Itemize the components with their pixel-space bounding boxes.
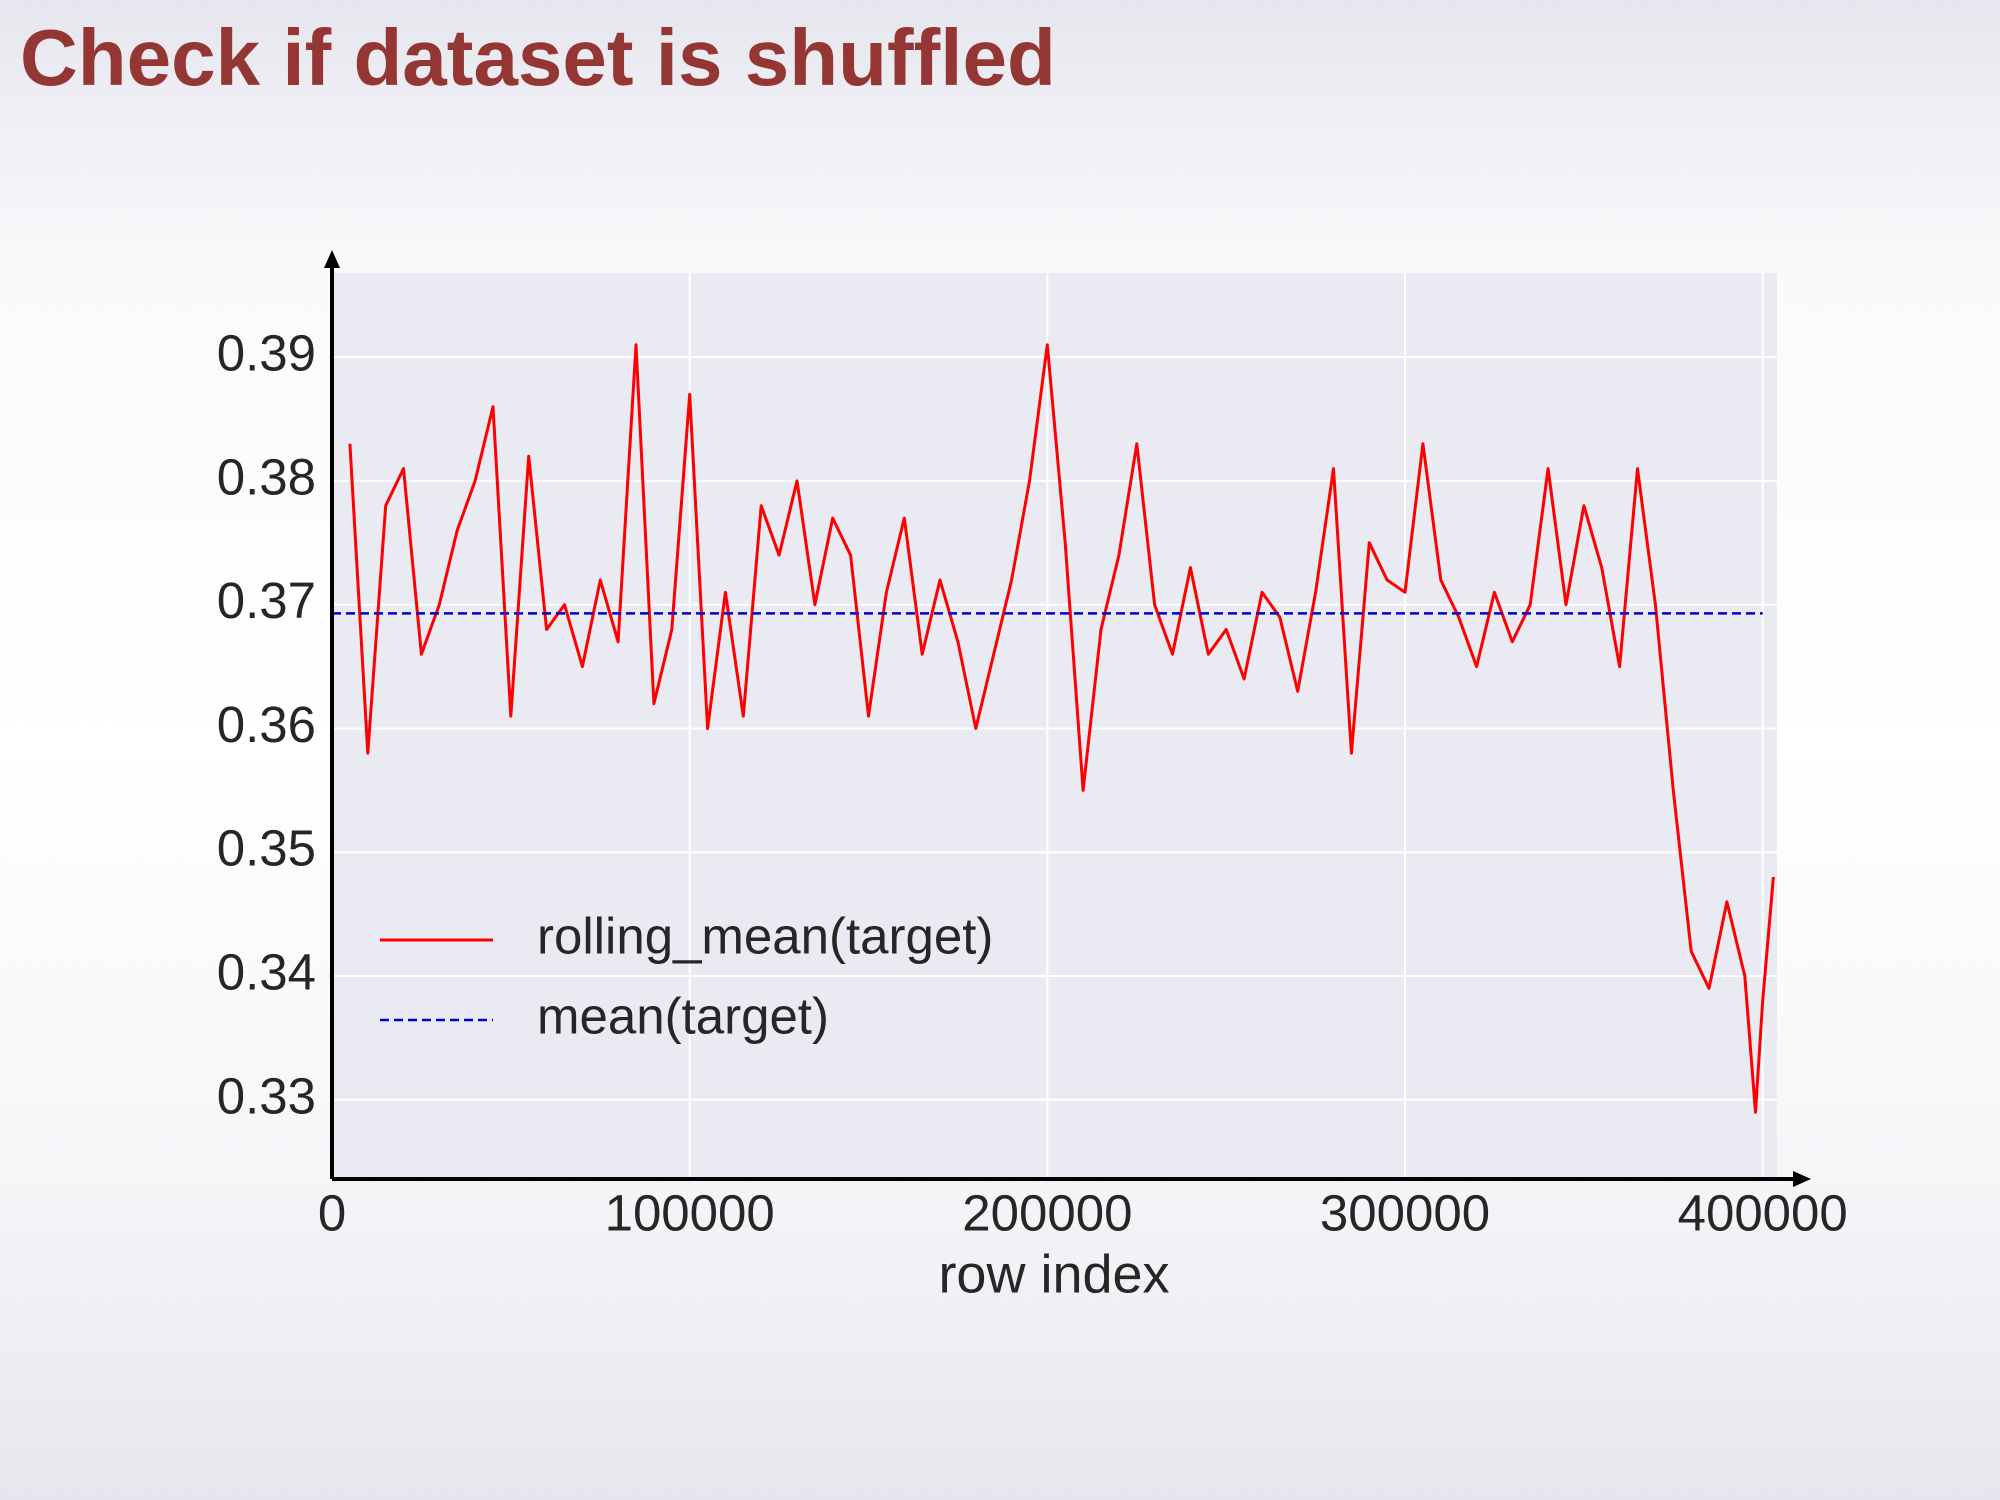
x-tick-label: 300000 xyxy=(1320,1184,1490,1241)
chart-title: Check if dataset is shuffled xyxy=(20,13,1056,102)
y-tick-label: 0.39 xyxy=(217,325,316,382)
y-tick-label: 0.37 xyxy=(217,572,316,629)
y-tick-label: 0.38 xyxy=(217,448,316,505)
x-tick-label: 400000 xyxy=(1678,1184,1848,1241)
y-tick-label: 0.33 xyxy=(217,1067,316,1124)
y-arrow xyxy=(324,250,340,268)
legend: rolling_mean(target) mean(target) xyxy=(380,907,993,1044)
marks xyxy=(332,343,1775,1114)
x-axis-label: row index xyxy=(938,1244,1169,1304)
y-tick-label: 0.35 xyxy=(217,820,316,877)
legend-label: mean(target) xyxy=(537,987,829,1044)
x-tick-label: 200000 xyxy=(962,1184,1132,1241)
x-tick-label: 100000 xyxy=(605,1184,775,1241)
y-tick-label: 0.36 xyxy=(217,696,316,753)
x-tick-label: 0 xyxy=(318,1184,346,1241)
y-tick-label: 0.34 xyxy=(217,943,316,1000)
x-arrow xyxy=(1793,1171,1811,1187)
legend-label: rolling_mean(target) xyxy=(537,907,993,964)
series-line xyxy=(348,343,1775,1114)
